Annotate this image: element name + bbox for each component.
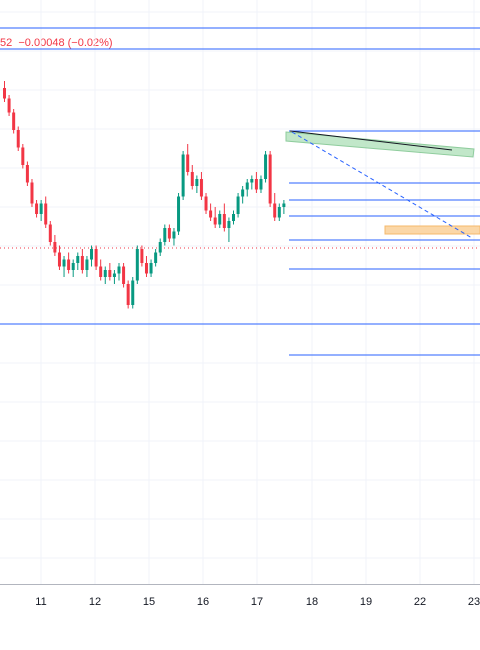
- ohlc-tail-value: 52: [0, 37, 13, 49]
- candle-body: [213, 217, 217, 225]
- candle-body: [236, 196, 240, 214]
- candle-body: [30, 182, 34, 204]
- time-axis-label: 18: [305, 596, 319, 608]
- candle-body: [222, 214, 226, 228]
- candle-body: [277, 207, 281, 218]
- supply-zone-rect: [384, 225, 480, 235]
- time-axis-label: 19: [359, 596, 373, 608]
- candle-body: [158, 242, 162, 253]
- candle-body: [245, 182, 249, 190]
- candle-body: [241, 189, 245, 197]
- candle-body: [62, 259, 66, 267]
- candle-body: [25, 165, 29, 183]
- candle-body: [117, 266, 121, 274]
- time-axis-label: 11: [35, 596, 47, 608]
- time-axis-label: 22: [413, 596, 427, 608]
- candle-body: [76, 256, 80, 263]
- candle-body: [112, 273, 116, 277]
- candle-body: [67, 259, 71, 270]
- candle-body: [39, 203, 43, 214]
- time-axis-label: 16: [196, 596, 210, 608]
- time-axis-label: 12: [88, 596, 102, 608]
- candle-body: [71, 263, 75, 270]
- candle-body: [177, 196, 181, 232]
- candle-body: [167, 228, 171, 239]
- candle-body: [7, 98, 11, 113]
- candle-body: [268, 154, 272, 204]
- candle-body: [144, 263, 148, 274]
- candle-body: [80, 256, 84, 270]
- candle-body: [108, 270, 112, 277]
- time-axis-label: 23: [467, 596, 480, 608]
- candle-body: [227, 221, 231, 228]
- candle-body: [264, 154, 268, 179]
- candle-body: [122, 266, 126, 284]
- candle-body: [254, 179, 258, 190]
- candle-body: [273, 203, 277, 218]
- candle-body: [186, 154, 190, 172]
- candle-body: [163, 228, 167, 242]
- candle-body: [282, 203, 286, 207]
- candle-body: [195, 179, 199, 186]
- time-axis-label: 15: [142, 596, 156, 608]
- candle-body: [259, 179, 263, 190]
- candle-body: [48, 224, 52, 242]
- time-axis-label: 17: [250, 596, 264, 608]
- candle-body: [218, 214, 222, 225]
- trend-line: [289, 130, 453, 151]
- candle-body: [135, 249, 139, 281]
- candle-body: [199, 179, 203, 197]
- candle-body: [21, 147, 25, 165]
- candle-body: [99, 266, 103, 277]
- candle-body: [181, 154, 185, 197]
- candle-body: [204, 196, 208, 211]
- candle-body: [126, 284, 130, 305]
- candle-body: [94, 249, 98, 267]
- candle-body: [57, 252, 61, 267]
- candle-body: [172, 231, 176, 239]
- candle-body: [3, 88, 6, 99]
- candle-body: [131, 280, 135, 305]
- candle-body: [12, 112, 16, 130]
- candle-body: [103, 270, 107, 277]
- candle-body: [232, 214, 235, 221]
- candle-body: [53, 242, 57, 253]
- candle-body: [190, 172, 194, 186]
- candle-body: [90, 249, 94, 260]
- candle-body: [44, 203, 48, 225]
- candle-body: [35, 203, 39, 214]
- candle-body: [16, 130, 20, 148]
- candle-body: [154, 252, 158, 263]
- candle-body: [149, 263, 153, 274]
- candle-body: [250, 179, 254, 183]
- trend-channel-zone: [285, 131, 475, 158]
- candle-body: [140, 249, 144, 263]
- candle-body: [85, 259, 89, 270]
- time-axis-border: [0, 584, 480, 585]
- candle-body: [209, 210, 213, 218]
